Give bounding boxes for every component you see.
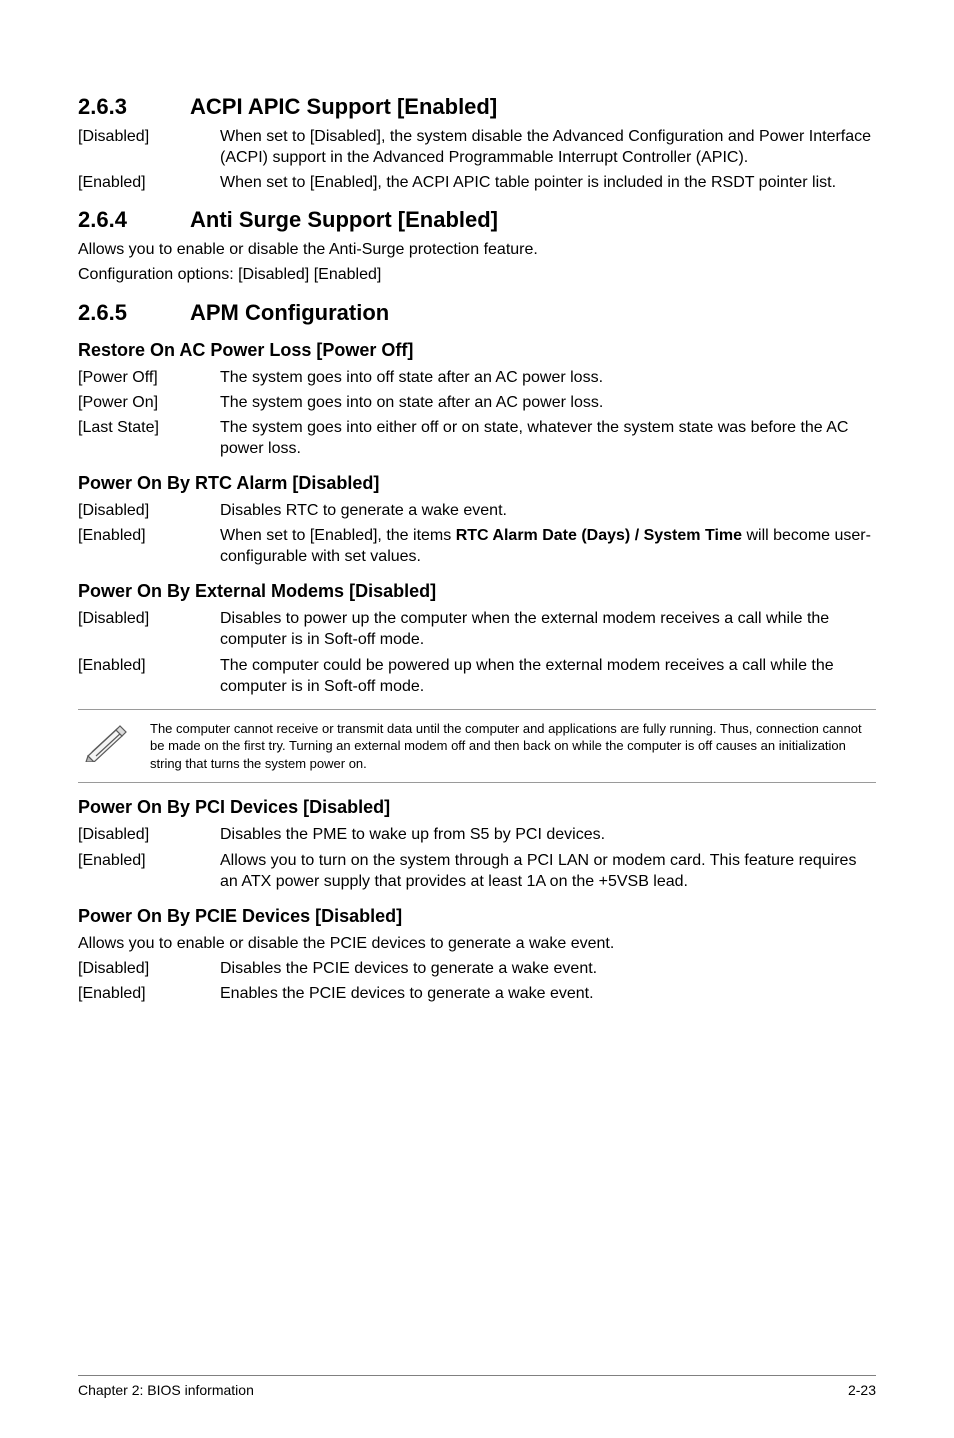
def-val: When set to [Enabled], the ACPI APIC tab… — [220, 172, 876, 193]
section-264-heading: 2.6.4Anti Surge Support [Enabled] — [78, 207, 876, 233]
section-263-num: 2.6.3 — [78, 94, 190, 120]
def-val: Enables the PCIE devices to generate a w… — [220, 983, 876, 1004]
def-val: Disables the PME to wake up from S5 by P… — [220, 824, 876, 845]
def-key: [Disabled] — [78, 126, 220, 168]
bold-text: RTC Alarm Date (Days) / System Time — [456, 527, 742, 544]
section-264-num: 2.6.4 — [78, 207, 190, 233]
def-row: [Enabled] Enables the PCIE devices to ge… — [78, 983, 876, 1004]
sub-heading: Power On By RTC Alarm [Disabled] — [78, 473, 876, 494]
sub-heading: Power On By External Modems [Disabled] — [78, 581, 876, 602]
def-key: [Disabled] — [78, 500, 220, 521]
def-row: [Disabled] Disables RTC to generate a wa… — [78, 500, 876, 521]
def-row: [Power Off] The system goes into off sta… — [78, 367, 876, 388]
footer-right: 2-23 — [848, 1382, 876, 1398]
section-263-title: ACPI APIC Support [Enabled] — [190, 94, 497, 119]
section-263-heading: 2.6.3ACPI APIC Support [Enabled] — [78, 94, 876, 120]
section-265-num: 2.6.5 — [78, 300, 190, 326]
sub-heading: Power On By PCIE Devices [Disabled] — [78, 906, 876, 927]
def-key: [Disabled] — [78, 958, 220, 979]
def-val: When set to [Enabled], the items RTC Ala… — [220, 525, 876, 567]
section-264-title: Anti Surge Support [Enabled] — [190, 207, 498, 232]
def-key: [Enabled] — [78, 655, 220, 697]
def-key: [Enabled] — [78, 525, 220, 567]
text: When set to [Enabled], the items — [220, 527, 456, 544]
def-row: [Enabled] Allows you to turn on the syst… — [78, 850, 876, 892]
def-row: [Last State] The system goes into either… — [78, 417, 876, 459]
def-val: Disables RTC to generate a wake event. — [220, 500, 876, 521]
para: Configuration options: [Disabled] [Enabl… — [78, 264, 876, 285]
page-footer: Chapter 2: BIOS information 2-23 — [78, 1375, 876, 1398]
section-265-heading: 2.6.5APM Configuration — [78, 300, 876, 326]
footer-left: Chapter 2: BIOS information — [78, 1382, 254, 1398]
def-row: [Power On] The system goes into on state… — [78, 392, 876, 413]
def-key: [Last State] — [78, 417, 220, 459]
def-val: The system goes into either off or on st… — [220, 417, 876, 459]
note-text: The computer cannot receive or transmit … — [150, 720, 876, 773]
def-row: [Disabled] Disables to power up the comp… — [78, 608, 876, 650]
def-row: [Enabled] When set to [Enabled], the ite… — [78, 525, 876, 567]
def-row: [Enabled] The computer could be powered … — [78, 655, 876, 697]
def-row: [Disabled] Disables the PCIE devices to … — [78, 958, 876, 979]
def-key: [Disabled] — [78, 824, 220, 845]
sub-heading: Power On By PCI Devices [Disabled] — [78, 797, 876, 818]
def-key: [Disabled] — [78, 608, 220, 650]
note-box: The computer cannot receive or transmit … — [78, 709, 876, 784]
def-val: When set to [Disabled], the system disab… — [220, 126, 876, 168]
def-row: [Disabled] When set to [Disabled], the s… — [78, 126, 876, 168]
def-row: [Enabled] When set to [Enabled], the ACP… — [78, 172, 876, 193]
section-265-title: APM Configuration — [190, 300, 389, 325]
def-key: [Power Off] — [78, 367, 220, 388]
def-key: [Power On] — [78, 392, 220, 413]
sub-heading: Restore On AC Power Loss [Power Off] — [78, 340, 876, 361]
def-val: The computer could be powered up when th… — [220, 655, 876, 697]
def-key: [Enabled] — [78, 850, 220, 892]
def-val: The system goes into on state after an A… — [220, 392, 876, 413]
def-val: The system goes into off state after an … — [220, 367, 876, 388]
def-key: [Enabled] — [78, 172, 220, 193]
def-val: Disables the PCIE devices to generate a … — [220, 958, 876, 979]
def-val: Disables to power up the computer when t… — [220, 608, 876, 650]
def-key: [Enabled] — [78, 983, 220, 1004]
para: Allows you to enable or disable the PCIE… — [78, 933, 876, 954]
def-row: [Disabled] Disables the PME to wake up f… — [78, 824, 876, 845]
pencil-note-icon — [78, 720, 150, 767]
para: Allows you to enable or disable the Anti… — [78, 239, 876, 260]
def-val: Allows you to turn on the system through… — [220, 850, 876, 892]
